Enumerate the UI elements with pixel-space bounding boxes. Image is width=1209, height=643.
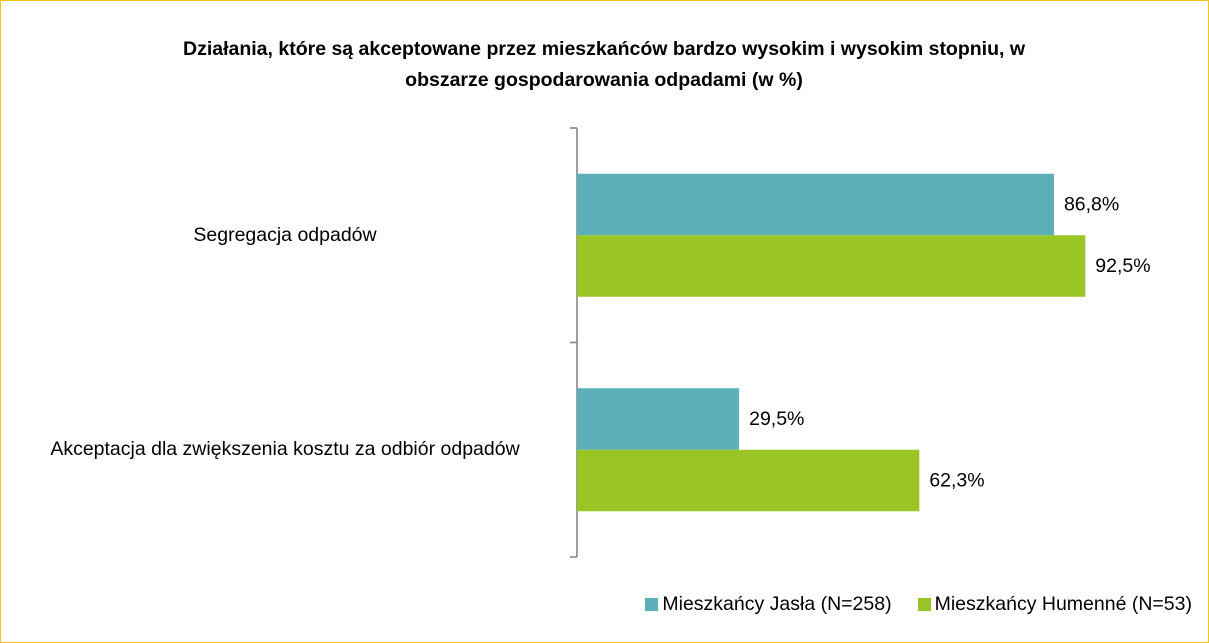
legend-item: Mieszkańcy Jasła (N=258) xyxy=(645,592,892,616)
legend-label: Mieszkańcy Jasła (N=258) xyxy=(662,592,892,615)
bar xyxy=(577,235,1086,297)
value-label: 29,5% xyxy=(749,408,804,430)
value-label: 86,8% xyxy=(1064,194,1119,216)
bar xyxy=(577,388,740,450)
legend: Mieszkańcy Jasła (N=258) Mieszkańcy Humen… xyxy=(0,590,1209,618)
category-label: Segregacja odpadów xyxy=(193,223,377,246)
category-label: Akceptacja dla zwiększenia kosztu za odb… xyxy=(50,438,520,461)
bar xyxy=(577,449,920,512)
value-label: 62,3% xyxy=(929,470,984,492)
legend-item: Mieszkańcy Humenné (N=53) xyxy=(917,592,1192,616)
legend-swatch xyxy=(645,597,659,611)
legend-swatch xyxy=(917,597,931,611)
legend-label: Mieszkańcy Humenné (N=53) xyxy=(934,592,1192,615)
value-label: 92,5% xyxy=(1095,255,1150,277)
chart-title: Działania, które są akceptowane przez mi… xyxy=(182,38,1025,91)
bar xyxy=(577,173,1054,236)
